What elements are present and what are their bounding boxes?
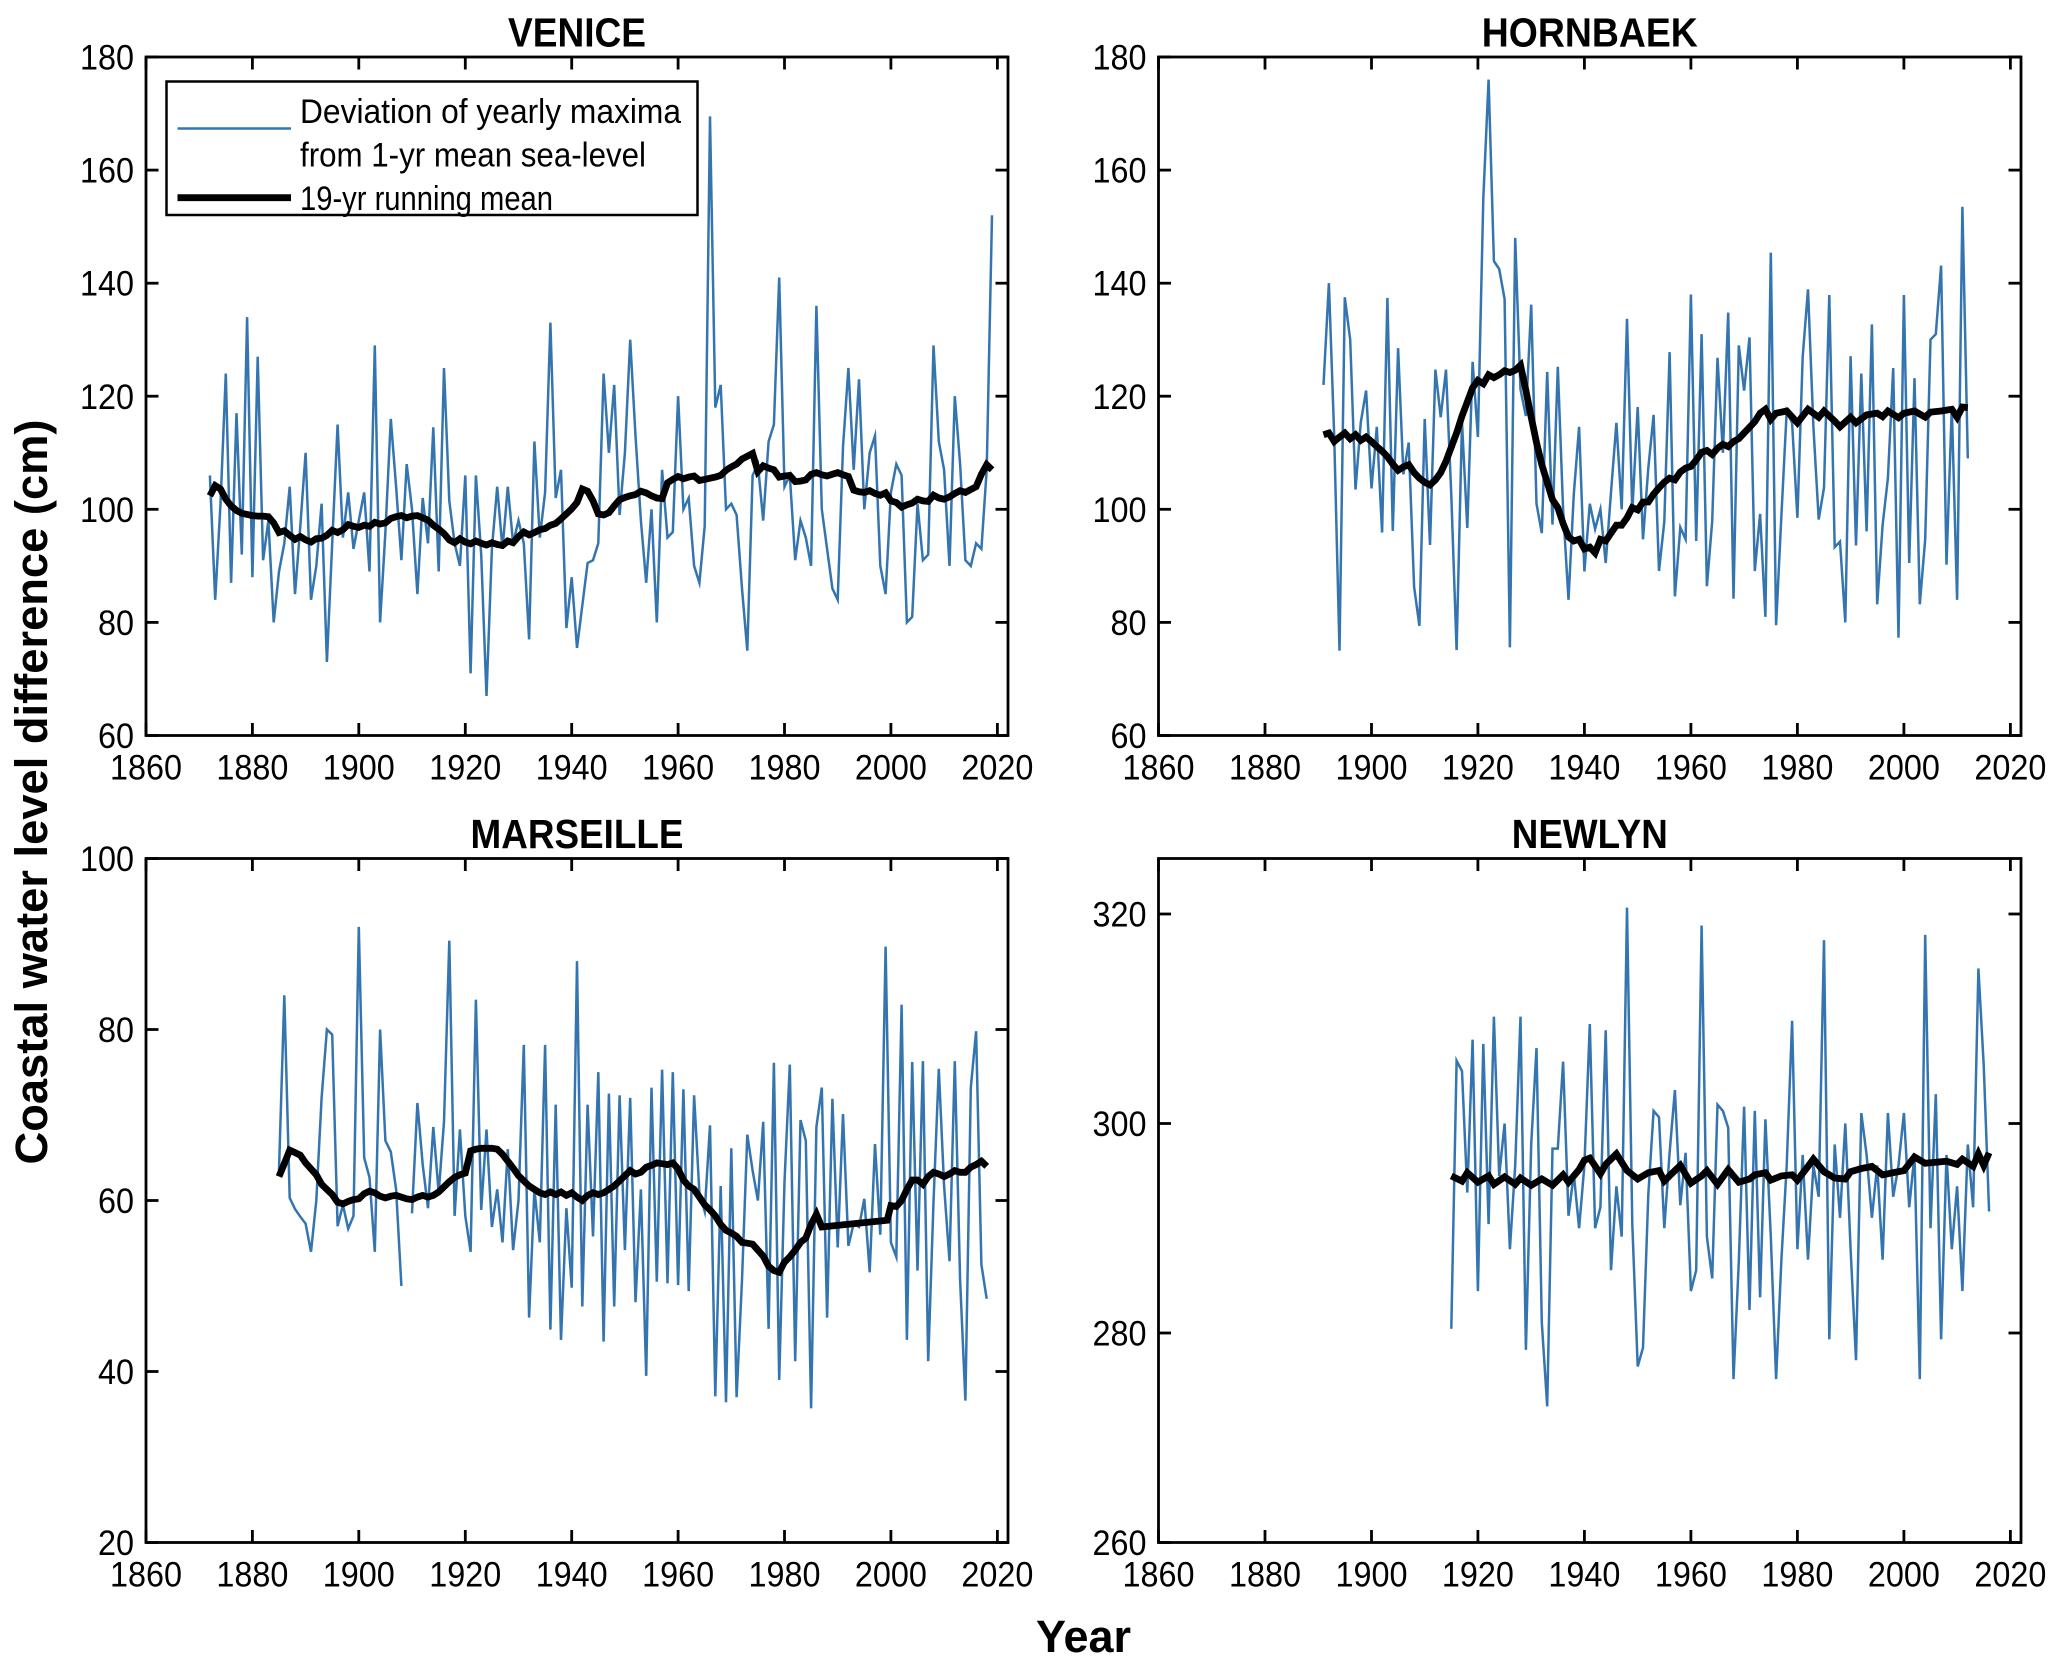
svg-text:1940: 1940	[536, 1555, 608, 1594]
svg-text:40: 40	[98, 1353, 134, 1392]
svg-text:300: 300	[1093, 1105, 1147, 1144]
svg-text:1940: 1940	[1548, 748, 1620, 787]
svg-text:160: 160	[80, 152, 134, 191]
svg-text:NEWLYN: NEWLYN	[1512, 811, 1668, 857]
svg-text:140: 140	[1093, 265, 1147, 304]
svg-text:260: 260	[1093, 1524, 1147, 1563]
svg-text:2020: 2020	[1974, 1555, 2046, 1594]
svg-text:1940: 1940	[1548, 1555, 1620, 1594]
svg-text:1920: 1920	[1442, 748, 1514, 787]
svg-text:2020: 2020	[961, 1555, 1033, 1594]
svg-text:160: 160	[1093, 152, 1147, 191]
svg-text:1860: 1860	[1123, 748, 1195, 787]
svg-text:1980: 1980	[749, 1555, 821, 1594]
svg-text:140: 140	[80, 265, 134, 304]
svg-text:1900: 1900	[323, 748, 395, 787]
svg-text:1920: 1920	[429, 1555, 501, 1594]
svg-text:HORNBAEK: HORNBAEK	[1482, 10, 1698, 56]
svg-text:2020: 2020	[961, 748, 1033, 787]
svg-text:from 1-yr mean sea-level: from 1-yr mean sea-level	[300, 137, 646, 175]
svg-text:1880: 1880	[216, 748, 288, 787]
svg-text:1980: 1980	[1761, 748, 1833, 787]
svg-text:1900: 1900	[1336, 1555, 1408, 1594]
svg-text:100: 100	[80, 840, 134, 879]
svg-text:2020: 2020	[1974, 748, 2046, 787]
svg-text:Year: Year	[1036, 1611, 1131, 1662]
svg-text:60: 60	[98, 717, 134, 756]
svg-text:100: 100	[80, 491, 134, 530]
svg-text:1960: 1960	[642, 748, 714, 787]
svg-text:180: 180	[80, 39, 134, 78]
svg-text:2000: 2000	[855, 748, 927, 787]
svg-text:80: 80	[1111, 604, 1147, 643]
svg-text:Coastal water level difference: Coastal water level difference (cm)	[6, 420, 57, 1165]
svg-text:2000: 2000	[1868, 1555, 1940, 1594]
svg-text:100: 100	[1093, 491, 1147, 530]
svg-text:1920: 1920	[429, 748, 501, 787]
svg-text:1940: 1940	[536, 748, 608, 787]
svg-text:120: 120	[80, 378, 134, 417]
svg-text:60: 60	[98, 1182, 134, 1221]
svg-text:2000: 2000	[1868, 748, 1940, 787]
svg-text:1960: 1960	[642, 1555, 714, 1594]
svg-text:1980: 1980	[1761, 1555, 1833, 1594]
svg-text:1920: 1920	[1442, 1555, 1514, 1594]
svg-text:Deviation of yearly maxima: Deviation of yearly maxima	[300, 93, 681, 131]
svg-text:VENICE: VENICE	[508, 10, 646, 56]
svg-text:1860: 1860	[1123, 1555, 1195, 1594]
svg-text:60: 60	[1111, 717, 1147, 756]
svg-text:1980: 1980	[749, 748, 821, 787]
svg-text:MARSEILLE: MARSEILLE	[471, 811, 684, 857]
svg-text:1880: 1880	[1229, 1555, 1301, 1594]
svg-text:180: 180	[1093, 39, 1147, 78]
svg-text:1960: 1960	[1655, 1555, 1727, 1594]
svg-text:80: 80	[98, 604, 134, 643]
svg-text:320: 320	[1093, 896, 1147, 935]
svg-text:80: 80	[98, 1011, 134, 1050]
svg-text:1900: 1900	[323, 1555, 395, 1594]
svg-text:1880: 1880	[1229, 748, 1301, 787]
svg-text:1860: 1860	[110, 748, 182, 787]
svg-text:280: 280	[1093, 1315, 1147, 1354]
svg-text:2000: 2000	[855, 1555, 927, 1594]
svg-text:1860: 1860	[110, 1555, 182, 1594]
svg-text:1880: 1880	[216, 1555, 288, 1594]
svg-text:1900: 1900	[1336, 748, 1408, 787]
svg-text:120: 120	[1093, 378, 1147, 417]
svg-text:19-yr running mean: 19-yr running mean	[300, 180, 553, 218]
svg-text:20: 20	[98, 1524, 134, 1563]
svg-text:1960: 1960	[1655, 748, 1727, 787]
